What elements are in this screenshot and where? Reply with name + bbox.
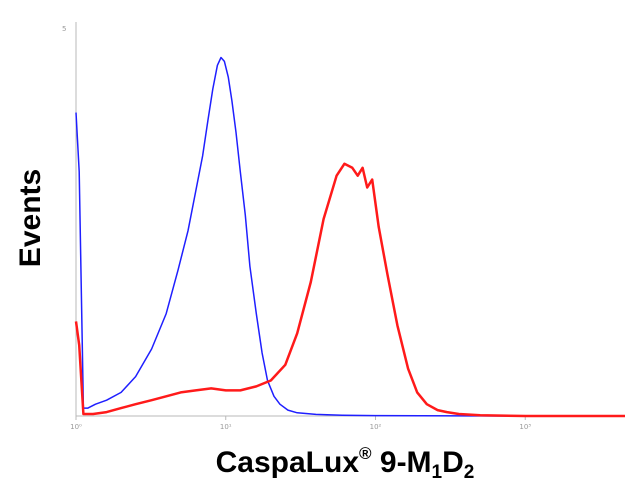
x-tick-label: 10¹ [220,423,232,431]
x-axis-label-mid2: D [442,446,464,479]
x-tick-label: 10² [370,423,382,431]
series-layer [74,56,625,418]
x-axis-label: CaspaLux® 9-M1D2 [216,444,475,480]
x-tick-label: 10³ [519,423,531,431]
y-axis-label: Events [14,169,47,267]
x-axis-label-base: CaspaLux [216,446,360,479]
y-tick-label: 5 [62,25,66,33]
x-tick-label: 10⁰ [70,423,82,431]
x-axis-label-sub2: 2 [464,462,475,480]
x-axis-label-sub1: 1 [432,462,443,480]
x-axis-label-middle: 9-M [372,446,432,479]
histogram-series-line [74,162,625,418]
histogram-series-line [75,56,625,417]
x-ticks: 10⁰ 10¹ 10² 10³ [70,416,531,431]
x-axis-label-superscript: ® [359,444,372,463]
